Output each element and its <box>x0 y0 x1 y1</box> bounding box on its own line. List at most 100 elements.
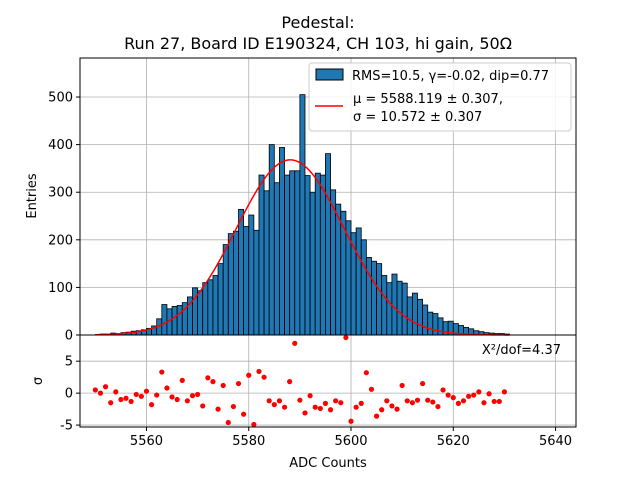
histogram-bar <box>355 227 362 336</box>
residual-panel: -505 5560 5580 5600 5620 5640 X²/dof=4.37 σ … <box>31 334 577 471</box>
histogram-bar <box>381 275 388 336</box>
residual-point <box>118 396 124 403</box>
legend-fit-label-1: μ = 5588.119 ± 0.307, <box>353 92 503 107</box>
histogram-y-axis-label: Entries <box>25 173 40 219</box>
residual-point <box>138 393 144 399</box>
residual-point <box>501 389 508 395</box>
histogram-bar <box>406 296 413 336</box>
residual-point <box>333 398 339 404</box>
residual-point <box>496 398 502 405</box>
residual-point <box>338 400 344 406</box>
residual-point <box>215 406 221 412</box>
legend: RMS=10.5, γ=-0.02, dip=0.77 μ = 5588.119… <box>308 62 572 132</box>
residual-frame <box>79 334 577 428</box>
residual-point <box>210 379 216 385</box>
histogram-y-tick-label: 200 <box>48 233 73 248</box>
histogram-bar <box>325 153 331 336</box>
histogram-bar <box>243 226 250 336</box>
residual-point <box>409 400 415 406</box>
residual-point <box>435 403 441 410</box>
residual-point <box>358 400 364 406</box>
residual-y-tick-label: 0 <box>65 387 73 402</box>
x-tick-label: 5580 <box>232 434 265 449</box>
histogram-bar <box>176 305 183 336</box>
histogram-bar <box>217 263 224 336</box>
residual-point <box>343 334 349 341</box>
residual-point <box>225 419 231 426</box>
residual-point <box>368 386 375 392</box>
x-tick-label: 5640 <box>539 434 572 449</box>
residual-point <box>491 398 497 405</box>
histogram-bar <box>294 170 301 336</box>
histogram-bar <box>360 239 367 336</box>
residual-point <box>148 402 155 408</box>
histogram-bar <box>427 311 434 336</box>
residual-point <box>287 379 293 385</box>
residual-point <box>92 387 98 393</box>
residual-point <box>123 395 129 401</box>
residual-point <box>476 389 482 395</box>
residual-point <box>220 382 226 389</box>
histogram-bar <box>161 304 168 336</box>
residual-point <box>327 407 334 413</box>
residual-point <box>394 406 400 412</box>
legend-hist-swatch <box>315 68 344 81</box>
residual-point <box>271 402 277 408</box>
histogram-bar <box>268 144 275 336</box>
x-axis-label: ADC Counts <box>289 456 367 471</box>
residual-point <box>389 403 395 409</box>
chi2-annotation: X²/dof=4.37 <box>482 343 561 358</box>
residual-point <box>348 418 354 424</box>
histogram-bar <box>212 275 219 336</box>
histogram-bar <box>289 170 296 336</box>
histogram-bar <box>417 298 423 336</box>
histogram-bar <box>432 313 439 336</box>
histogram-bar <box>386 282 393 336</box>
residual-point <box>450 395 456 401</box>
histogram-bar <box>171 306 178 336</box>
histogram-bar <box>309 191 316 336</box>
histogram-bar <box>422 304 429 336</box>
residual-point <box>379 407 385 413</box>
residual-x-ticks: 5560 5580 5600 5620 5640 <box>130 427 572 449</box>
residual-point <box>399 382 405 389</box>
x-tick-label: 5560 <box>130 434 163 449</box>
residual-point <box>292 340 298 346</box>
residual-point <box>184 398 190 404</box>
legend-hist-label: RMS=10.5, γ=-0.02, dip=0.77 <box>352 69 549 84</box>
histogram-bar <box>304 175 311 336</box>
residual-point <box>414 397 421 403</box>
histogram-bar <box>279 147 285 336</box>
residual-point <box>466 393 472 399</box>
histogram-y-tick-label: 400 <box>48 138 73 153</box>
residual-point <box>261 374 267 380</box>
histogram-bar <box>376 263 383 336</box>
histogram-bar <box>284 174 291 336</box>
legend-fit-label-2: σ = 10.572 ± 0.307 <box>353 110 482 125</box>
residual-point <box>486 391 492 397</box>
histogram-bar <box>248 214 255 336</box>
histogram-bar <box>411 292 418 336</box>
histogram-bar <box>273 182 280 336</box>
residual-point <box>235 380 242 387</box>
legend-box <box>308 62 572 132</box>
residual-y-axis-label: σ <box>31 377 46 385</box>
residual-point <box>195 391 201 398</box>
histogram-bar <box>391 273 398 336</box>
residual-y-tick-label: -5 <box>60 419 73 434</box>
residual-point <box>363 370 369 376</box>
histogram-bar <box>396 280 403 336</box>
residual-point <box>455 400 461 406</box>
residual-point <box>312 404 318 410</box>
histogram-bar <box>227 233 234 336</box>
residual-point <box>128 398 134 405</box>
residual-point <box>445 392 451 398</box>
residual-point <box>460 398 467 404</box>
histogram-y-tick-label: 300 <box>48 186 73 201</box>
residual-point <box>97 390 104 396</box>
residual-point <box>322 400 329 406</box>
residual-point <box>154 392 160 398</box>
residual-point <box>266 398 272 404</box>
residual-grid <box>80 335 576 427</box>
